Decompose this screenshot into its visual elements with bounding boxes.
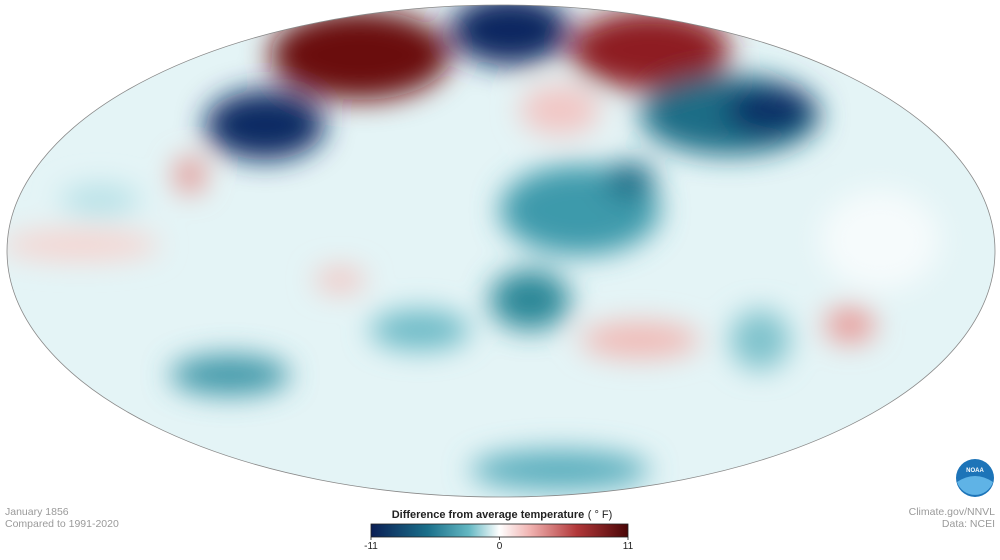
color-bar-tick-label: 0: [497, 541, 503, 552]
color-bar: Difference from average temperature ( ° …: [364, 509, 633, 552]
noaa-logo: NOAA: [956, 459, 994, 497]
data-credit: Data: NCEI: [942, 518, 995, 530]
color-bar-ramp: [370, 523, 629, 538]
color-bar-title: Difference from average temperature: [392, 509, 585, 521]
globe-outline: [6, 4, 996, 498]
color-bar-tick-label: -11: [364, 541, 378, 552]
anomaly-field: [7, 5, 995, 497]
date-label: January 1856: [5, 506, 69, 518]
logo-label: NOAA: [966, 468, 984, 474]
baseline-label: Compared to 1991-2020: [5, 518, 119, 530]
source-credit: Climate.gov/NNVL: [909, 506, 996, 518]
color-bar-unit: ( ° F): [588, 509, 613, 521]
color-bar-tick-label: 11: [623, 541, 634, 552]
